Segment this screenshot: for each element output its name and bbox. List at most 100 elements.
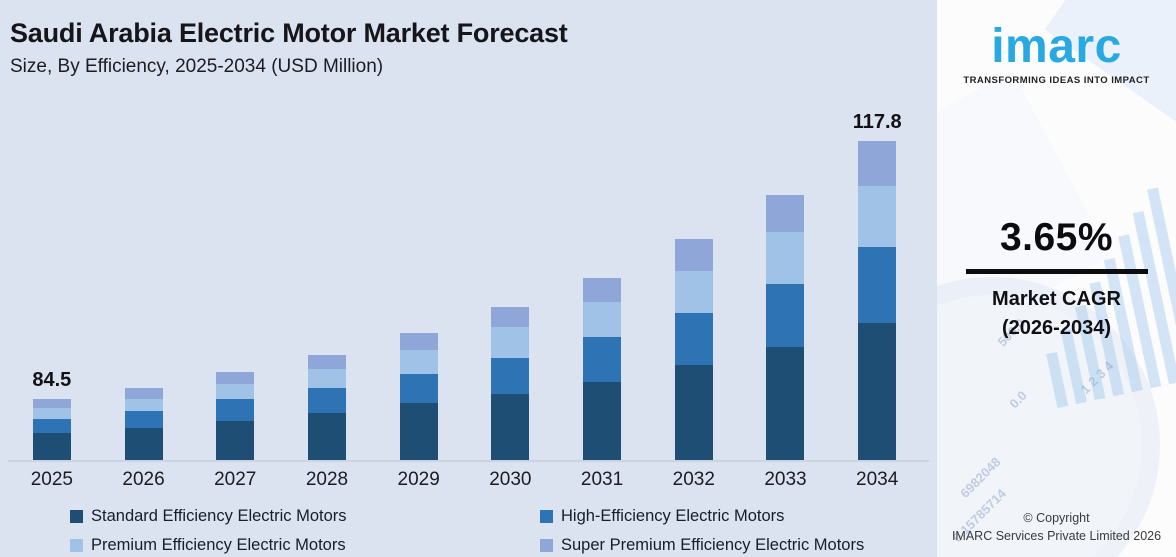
x-axis-label-2025: 2025 <box>30 469 73 490</box>
bar-segment <box>674 365 713 460</box>
bar-column-2031 <box>556 108 648 460</box>
bar-stack-2029 <box>399 333 438 460</box>
x-axis-label-2029: 2029 <box>397 469 440 490</box>
bar-segment <box>491 327 530 358</box>
bar-segment <box>766 195 805 232</box>
bar-segment <box>307 388 346 413</box>
legend-item: High-Efficiency Electric Motors <box>540 507 864 526</box>
legend-label: Super Premium Efficiency Electric Motors <box>561 536 865 554</box>
bar-stack-2027 <box>216 372 255 460</box>
watermark-bar <box>1046 351 1069 409</box>
bar-segment <box>124 411 163 428</box>
chart-region: Saudi Arabia Electric Motor Market Forec… <box>6 18 929 555</box>
bar-segment <box>307 413 346 460</box>
cagr-label-line1: Market CAGR <box>992 288 1121 310</box>
side-panel: 500.0 0.0 1 2 3 4 6982048 0.15785714 imarc T… <box>937 0 1176 557</box>
bar-stack-2034 <box>858 141 897 460</box>
copyright-line2: IMARC Services Private Limited 2026 <box>951 528 1162 543</box>
cagr-label-line2: (2026-2034) <box>1002 317 1111 339</box>
bar-segment <box>858 141 897 186</box>
bar-segment <box>216 399 255 421</box>
x-axis-label-2028: 2028 <box>305 469 349 490</box>
watermark-number: 1 2 3 4 <box>1077 358 1117 397</box>
imarc-logo-wordmark: imarc <box>991 20 1122 73</box>
bar-stack-2030 <box>491 307 530 460</box>
legend-swatch-icon <box>70 510 83 523</box>
bar-segment <box>583 337 622 382</box>
bar-stack-2028 <box>307 355 346 460</box>
legend-label: Standard Efficiency Electric Motors <box>91 507 347 525</box>
bar-segment <box>124 388 163 399</box>
bar-column-2032 <box>648 108 740 460</box>
x-axis-label-2026: 2026 <box>122 469 165 490</box>
bar-segment <box>858 186 897 247</box>
bar-stack-2031 <box>583 278 622 460</box>
bar-segment <box>858 247 897 323</box>
plot-area: 84.5 117.8 <box>6 108 923 460</box>
bar-segment <box>399 350 438 374</box>
bar-column-2029 <box>373 108 465 460</box>
x-axis-label-2031: 2031 <box>580 469 624 490</box>
chart-title: Saudi Arabia Electric Motor Market Forec… <box>10 18 568 48</box>
bar-segment <box>124 428 163 460</box>
bar-value-label-2025: 84.5 <box>32 369 72 391</box>
chart-header: Saudi Arabia Electric Motor Market Forec… <box>10 18 568 78</box>
bar-segment <box>491 358 530 394</box>
bar-stack-2025 <box>32 399 71 460</box>
bar-segment <box>32 433 71 460</box>
bar-column-2028 <box>281 108 373 460</box>
bar-value-label-2034: 117.8 <box>852 111 902 133</box>
bar-segment <box>858 323 897 460</box>
cagr-block: 3.65% Market CAGR (2026-2034) <box>937 216 1176 343</box>
bar-segment <box>583 278 622 302</box>
x-axis-label-2030: 2030 <box>489 469 532 490</box>
x-axis-line <box>8 460 929 462</box>
legend-swatch-icon <box>540 510 553 523</box>
bar-column-2033 <box>740 108 832 460</box>
bar-segment <box>674 239 713 271</box>
bar-segment <box>32 419 71 433</box>
bar-segment <box>307 355 346 369</box>
bar-segment <box>766 284 805 347</box>
x-axis-label-2034: 2034 <box>856 469 899 490</box>
legend-swatch-icon <box>540 539 553 552</box>
bar-segment <box>399 333 438 350</box>
legend-label: Premium Efficiency Electric Motors <box>91 536 346 554</box>
bar-stack-2026 <box>124 388 163 460</box>
x-axis-label-2027: 2027 <box>214 469 257 490</box>
bar-segment <box>399 374 438 403</box>
bar-segment <box>307 369 346 388</box>
bar-column-2030 <box>465 108 557 460</box>
bar-segment <box>766 232 805 284</box>
bar-segment <box>583 382 622 460</box>
bar-segment <box>491 394 530 460</box>
bar-segment <box>766 347 805 460</box>
watermark-number: 6982048 <box>957 454 1004 501</box>
bar-column-2026 <box>98 108 190 460</box>
legend-item: Premium Efficiency Electric Motors <box>70 536 540 555</box>
legend-item: Standard Efficiency Electric Motors <box>70 507 540 526</box>
bar-segment <box>491 307 530 327</box>
legend-item: Super Premium Efficiency Electric Motors <box>540 536 864 555</box>
bar-segment <box>216 421 255 460</box>
bar-column-2027 <box>189 108 281 460</box>
bar-column-2025: 84.5 <box>6 108 98 460</box>
cagr-value: 3.65% <box>999 216 1114 259</box>
bar-stack-2033 <box>766 195 805 460</box>
x-axis-labels: 2025 2026 2027 2028 2029 2030 2031 2032 2033 2034 <box>6 469 923 491</box>
bar-segment <box>674 313 713 365</box>
watermark-number: 0.0 <box>1006 387 1030 412</box>
copyright-line1: © Copyright <box>1023 510 1090 525</box>
imarc-logo-tagline: TRANSFORMING IDEAS INTO IMPACT <box>963 75 1150 87</box>
bar-segment <box>674 271 713 313</box>
legend-swatch-icon <box>70 539 83 552</box>
bar-segment <box>32 408 71 419</box>
bar-segment <box>124 399 163 411</box>
bar-column-2034: 117.8 <box>831 108 923 460</box>
legend-label: High-Efficiency Electric Motors <box>561 507 785 525</box>
x-axis-label-2033: 2033 <box>764 469 807 490</box>
bar-stack-2032 <box>674 239 713 460</box>
bar-segment <box>32 399 71 408</box>
chart-legend: Standard Efficiency Electric Motors High-… <box>70 507 864 555</box>
